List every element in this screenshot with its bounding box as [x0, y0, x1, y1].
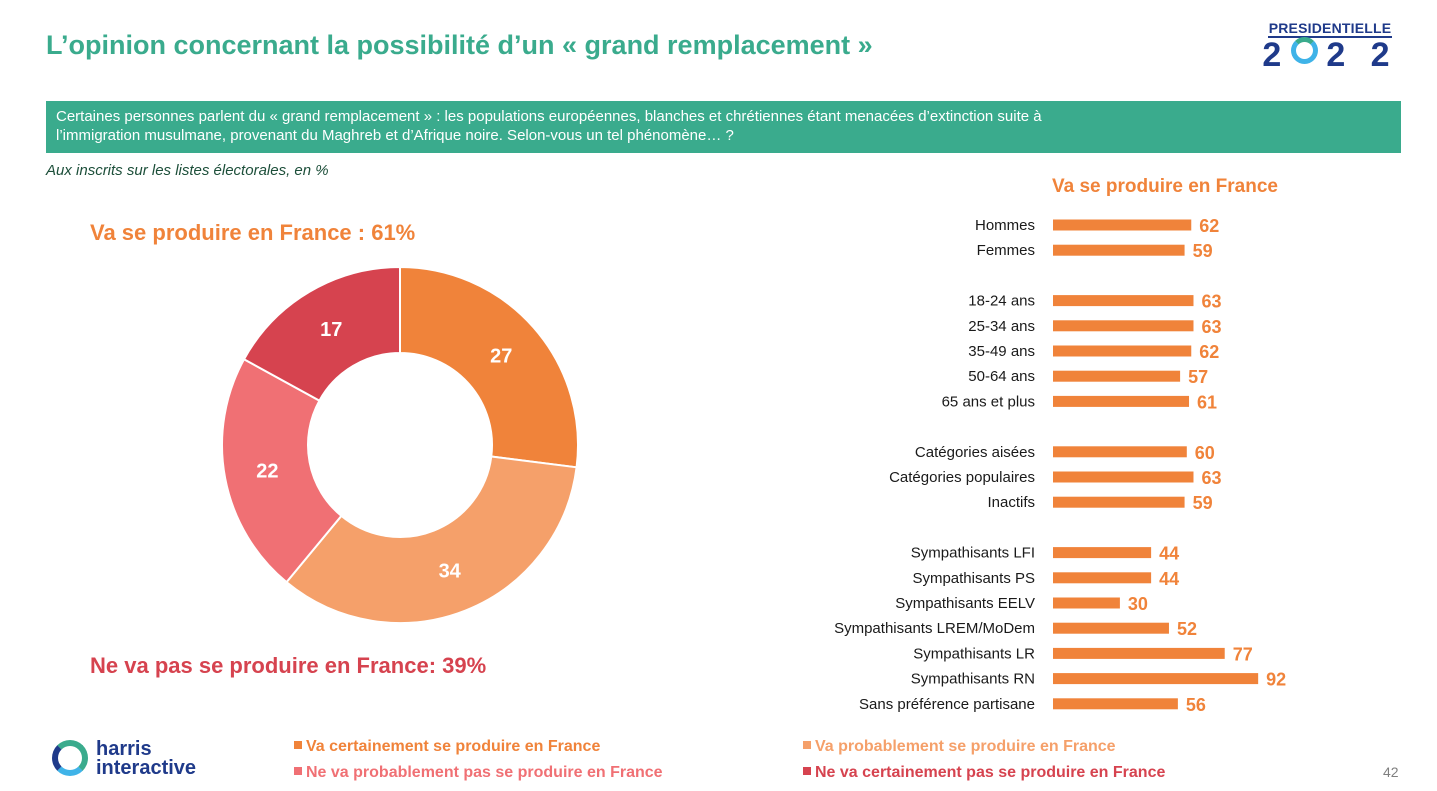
harris-ring-icon — [52, 740, 88, 776]
bar-value-label: 52 — [1177, 619, 1197, 639]
bar — [1053, 395, 1190, 407]
logo-text-line1: harris — [96, 738, 152, 760]
bar-value-label: 60 — [1195, 443, 1215, 463]
legend-item-2: Va probablement se produire en France — [803, 738, 1116, 756]
donut-bottom-label: Ne va pas se produire en France: 39% — [90, 653, 487, 678]
bar — [1053, 673, 1259, 685]
logo-text-line2: interactive — [96, 757, 197, 779]
bar-category-label: 50-64 ans — [968, 368, 1035, 385]
bar — [1053, 446, 1187, 458]
page-title: L’opinion concernant la possibilité d’un… — [46, 30, 873, 60]
legend-label: Va certainement se produire en France — [306, 738, 601, 755]
donut-chart: 27 34 22 17 — [221, 265, 579, 624]
bar — [1053, 597, 1120, 609]
bar-value-label: 44 — [1159, 544, 1179, 564]
bar-category-label: 35-49 ans — [968, 343, 1035, 360]
presidentielle-2022-logo: PRESIDENTIELLE 2 2 2 — [1262, 20, 1398, 73]
bar — [1053, 698, 1178, 710]
bar-category-label: Catégories aisées — [915, 444, 1035, 461]
donut-slice — [399, 265, 579, 469]
bar-category-label: 18-24 ans — [968, 293, 1035, 310]
legend-item-3: Ne va probablement pas se produire en Fr… — [294, 764, 663, 782]
bar — [1053, 370, 1181, 382]
bar-category-label: Sympathisants LREM/MoDem — [834, 620, 1035, 637]
bar-value-label: 63 — [1201, 317, 1221, 337]
bar-value-label: 57 — [1188, 367, 1208, 387]
legend-item-1: Va certainement se produire en France — [294, 738, 600, 756]
bar — [1053, 244, 1185, 256]
bar-category-label: Sans préférence partisane — [859, 696, 1035, 713]
donut-slice-label: 34 — [439, 561, 462, 583]
donut-slice-label: 22 — [256, 460, 278, 482]
question-line-2: l’immigration musulmane, provenant du Ma… — [56, 127, 734, 144]
legend-label: Ne va probablement pas se produire en Fr… — [306, 764, 663, 781]
bar-value-label: 63 — [1201, 468, 1221, 488]
bar-value-label: 59 — [1193, 241, 1213, 261]
bar-category-label: Catégories populaires — [889, 469, 1035, 486]
bar — [1053, 572, 1152, 584]
bar — [1053, 295, 1194, 307]
donut-top-label: Va se produire en France : 61% — [90, 220, 416, 245]
bar-category-label: Sympathisants PS — [912, 570, 1035, 587]
bar-category-label: Inactifs — [987, 494, 1035, 511]
logo-year: 2 2 2 — [1262, 37, 1398, 73]
bar — [1053, 320, 1194, 332]
bar-value-label: 30 — [1128, 594, 1148, 614]
bar — [1053, 471, 1194, 483]
legend-item-4: Ne va certainement pas se produire en Fr… — [803, 764, 1165, 782]
donut-slice — [221, 357, 343, 584]
legend-swatch — [294, 767, 302, 775]
bar-value-label: 92 — [1266, 670, 1286, 690]
harris-interactive-logo: harris interactive — [50, 738, 230, 782]
legend-swatch — [803, 767, 811, 775]
donut-slice-label: 27 — [490, 346, 512, 368]
bar — [1053, 647, 1225, 659]
logo-word: PRESIDENTIELLE — [1267, 20, 1393, 38]
bar-value-label: 62 — [1199, 216, 1219, 236]
question-box: Certaines personnes parlent du « grand r… — [46, 101, 1401, 153]
bar-value-label: 63 — [1201, 292, 1221, 312]
subtitle: Aux inscrits sur les listes électorales,… — [46, 162, 329, 179]
bars-title: Va se produire en France — [1052, 176, 1278, 197]
logo-year-right: 2 2 — [1326, 36, 1398, 74]
bar-value-label: 62 — [1199, 342, 1219, 362]
bar-category-label: Sympathisants LFI — [911, 545, 1035, 562]
bar-value-label: 61 — [1197, 392, 1217, 412]
bar — [1053, 345, 1192, 357]
bar — [1053, 622, 1169, 634]
legend-label: Ne va certainement pas se produire en Fr… — [815, 764, 1166, 781]
donut-slice-label: 17 — [320, 319, 342, 341]
donut-slice — [285, 455, 578, 624]
bar-value-label: 44 — [1159, 569, 1179, 589]
bar-value-label: 59 — [1193, 493, 1213, 513]
legend-swatch — [803, 741, 811, 749]
logo-ring-icon — [1291, 37, 1319, 64]
bar — [1053, 496, 1185, 508]
bar-category-label: Hommes — [975, 217, 1035, 234]
legend-swatch — [294, 741, 302, 749]
bar-value-label: 77 — [1233, 644, 1253, 664]
bar — [1053, 219, 1192, 231]
page-number: 42 — [1383, 764, 1399, 780]
bar-category-label: Sympathisants LR — [913, 645, 1035, 662]
logo-year-left: 2 — [1262, 36, 1290, 74]
bar-value-label: 56 — [1186, 695, 1206, 715]
bar-category-label: 25-34 ans — [968, 318, 1035, 335]
bar — [1053, 547, 1152, 559]
bar-category-label: 65 ans et plus — [942, 393, 1035, 410]
question-line-1: Certaines personnes parlent du « grand r… — [56, 108, 1042, 125]
legend-label: Va probablement se produire en France — [815, 738, 1116, 755]
donut-slice — [242, 265, 401, 403]
bar-category-label: Femmes — [977, 242, 1035, 259]
bar-category-label: Sympathisants RN — [911, 671, 1035, 688]
bar-category-label: Sympathisants EELV — [895, 595, 1035, 612]
bar-chart: Hommes 62 Femmes 59 18-24 ans 63 25-34 ans 63 35… — [834, 216, 1286, 715]
